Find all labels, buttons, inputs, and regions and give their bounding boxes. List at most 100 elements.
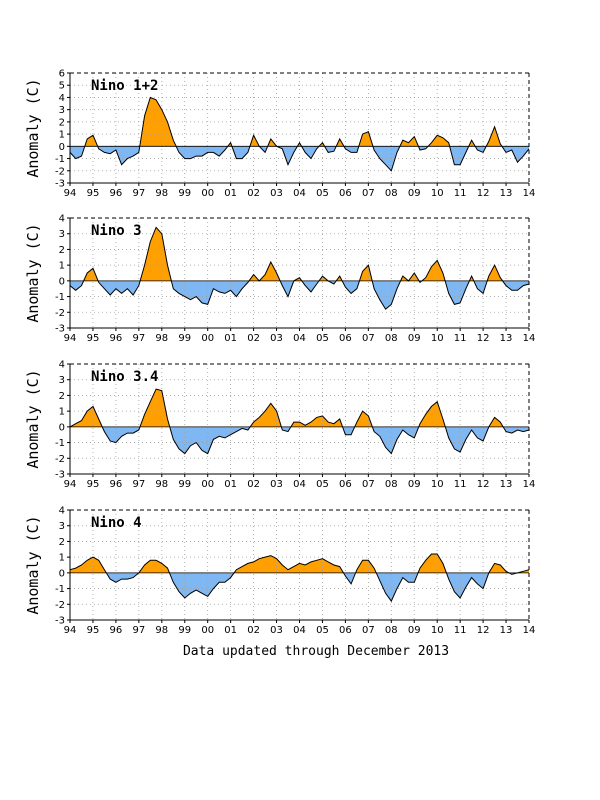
y-tick-label: 3 bbox=[59, 375, 65, 386]
x-tick-label: 04 bbox=[293, 625, 306, 636]
x-tick-label: 14 bbox=[523, 625, 536, 636]
y-tick-label: 0 bbox=[59, 422, 65, 433]
panel-title: Nino 3 bbox=[91, 223, 142, 239]
x-tick-label: 94 bbox=[64, 333, 77, 344]
y-tick-label: 0 bbox=[59, 568, 65, 579]
x-tick-label: 04 bbox=[293, 479, 306, 490]
anomaly-series-line bbox=[69, 553, 530, 603]
x-tick-label: 97 bbox=[132, 188, 145, 199]
x-tick-label: 99 bbox=[178, 188, 191, 199]
x-tick-label: 95 bbox=[87, 333, 100, 344]
x-tick-label: 08 bbox=[385, 625, 398, 636]
y-tick-label: 6 bbox=[59, 69, 65, 80]
x-tick-label: 13 bbox=[500, 333, 513, 344]
footer-note: Data updated through December 2013 bbox=[183, 644, 449, 659]
x-tick-label: 94 bbox=[64, 188, 77, 199]
x-tick-label: 10 bbox=[431, 625, 444, 636]
x-tick-label: 14 bbox=[523, 479, 536, 490]
y-tick-label: 4 bbox=[59, 93, 65, 104]
x-tick-label: 96 bbox=[110, 333, 123, 344]
x-tick-label: 94 bbox=[64, 625, 77, 636]
y-tick-label: 1 bbox=[59, 553, 65, 564]
x-tick-label: 05 bbox=[316, 479, 329, 490]
y-tick-label: -2 bbox=[55, 308, 65, 319]
x-tick-label: 94 bbox=[64, 479, 77, 490]
x-tick-label: 12 bbox=[477, 188, 490, 199]
positive-anomaly-area bbox=[70, 389, 504, 427]
x-tick-label: 08 bbox=[385, 333, 398, 344]
y-tick-label: 1 bbox=[59, 261, 65, 272]
x-tick-label: 07 bbox=[362, 625, 375, 636]
y-tick-label: 0 bbox=[59, 276, 65, 287]
x-tick-label: 05 bbox=[316, 188, 329, 199]
x-tick-label: 06 bbox=[339, 479, 352, 490]
y-tick-label: 1 bbox=[59, 407, 65, 418]
y-axis-label: Anomaly (C) bbox=[24, 515, 42, 614]
y-axis-label: Anomaly (C) bbox=[24, 369, 42, 468]
x-tick-label: 06 bbox=[339, 625, 352, 636]
x-tick-label: 08 bbox=[385, 479, 398, 490]
panel-4: 94 95 96 97 98 99 00 01 02 03 04 05 06 07 08 09 10 11 12 13… bbox=[24, 506, 535, 637]
panel-title: Nino 3.4 bbox=[91, 369, 158, 385]
y-tick-label: 2 bbox=[59, 245, 65, 256]
y-tick-label: -1 bbox=[55, 292, 65, 303]
y-tick-label: 0 bbox=[59, 142, 65, 153]
x-tick-label: 99 bbox=[178, 625, 191, 636]
x-tick-label: 03 bbox=[270, 479, 283, 490]
x-tick-label: 01 bbox=[224, 333, 237, 344]
y-tick-label: 3 bbox=[59, 229, 65, 240]
y-tick-label: 4 bbox=[59, 360, 65, 371]
y-tick-label: 3 bbox=[59, 105, 65, 116]
x-tick-label: 09 bbox=[408, 188, 421, 199]
panel-title: Nino 1+2 bbox=[91, 78, 158, 94]
x-tick-label: 09 bbox=[408, 333, 421, 344]
x-tick-label: 00 bbox=[201, 625, 214, 636]
x-tick-label: 00 bbox=[201, 188, 214, 199]
x-tick-label: 13 bbox=[500, 188, 513, 199]
x-tick-label: 99 bbox=[178, 333, 191, 344]
x-tick-label: 00 bbox=[201, 479, 214, 490]
y-tick-label: -1 bbox=[55, 154, 65, 165]
x-tick-label: 12 bbox=[477, 479, 490, 490]
y-tick-label: -3 bbox=[55, 324, 65, 335]
x-tick-label: 12 bbox=[477, 625, 490, 636]
x-tick-label: 13 bbox=[500, 479, 513, 490]
y-tick-label: 3 bbox=[59, 521, 65, 532]
y-tick-label: 2 bbox=[59, 117, 65, 128]
x-tick-label: 98 bbox=[155, 479, 168, 490]
x-tick-label: 13 bbox=[500, 625, 513, 636]
y-tick-label: 4 bbox=[59, 506, 65, 517]
x-tick-label: 01 bbox=[224, 479, 237, 490]
x-tick-label: 05 bbox=[316, 625, 329, 636]
x-tick-label: 09 bbox=[408, 479, 421, 490]
x-tick-label: 98 bbox=[155, 333, 168, 344]
panel-title: Nino 4 bbox=[91, 515, 142, 531]
x-tick-label: 06 bbox=[339, 333, 352, 344]
x-tick-label: 06 bbox=[339, 188, 352, 199]
y-tick-label: 1 bbox=[59, 130, 65, 141]
y-tick-label: -1 bbox=[55, 584, 65, 595]
y-tick-label: -3 bbox=[55, 470, 65, 481]
y-tick-label: 5 bbox=[59, 81, 65, 92]
x-tick-label: 10 bbox=[431, 333, 444, 344]
x-tick-label: 01 bbox=[224, 625, 237, 636]
x-tick-label: 03 bbox=[270, 188, 283, 199]
x-tick-label: 10 bbox=[431, 479, 444, 490]
panel-1: 94 95 96 97 98 99 00 01 02 03 04 05 06 07 08 09 10 11 12 13… bbox=[24, 69, 535, 200]
x-tick-label: 04 bbox=[293, 188, 306, 199]
x-tick-label: 07 bbox=[362, 333, 375, 344]
x-tick-label: 11 bbox=[454, 188, 467, 199]
x-tick-label: 96 bbox=[110, 625, 123, 636]
y-tick-label: -1 bbox=[55, 438, 65, 449]
x-tick-label: 95 bbox=[87, 188, 100, 199]
x-tick-label: 95 bbox=[87, 479, 100, 490]
x-tick-label: 14 bbox=[523, 333, 536, 344]
x-tick-label: 95 bbox=[87, 625, 100, 636]
y-tick-label: 2 bbox=[59, 537, 65, 548]
negative-anomaly-area bbox=[70, 146, 529, 171]
y-tick-label: -3 bbox=[55, 616, 65, 627]
x-tick-label: 02 bbox=[247, 625, 260, 636]
x-tick-label: 97 bbox=[132, 479, 145, 490]
y-tick-label: 4 bbox=[59, 214, 65, 225]
